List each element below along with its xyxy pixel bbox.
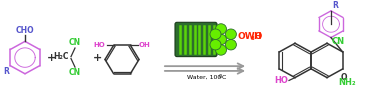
Circle shape: [216, 45, 227, 55]
Text: +: +: [46, 53, 56, 63]
Text: NH₂: NH₂: [338, 78, 356, 87]
Text: HO: HO: [94, 42, 106, 48]
Text: OH: OH: [138, 42, 150, 48]
Text: 3: 3: [251, 36, 255, 41]
Circle shape: [225, 29, 236, 39]
Text: CHO: CHO: [16, 26, 34, 35]
Text: H: H: [253, 32, 261, 41]
Text: Water, 100: Water, 100: [187, 75, 223, 80]
Text: R: R: [332, 1, 338, 10]
Text: HO: HO: [274, 76, 288, 85]
Text: OWO: OWO: [238, 32, 263, 41]
Text: 0: 0: [219, 74, 222, 79]
Text: C: C: [222, 75, 226, 80]
Text: CN: CN: [69, 68, 81, 77]
Text: H₂C: H₂C: [54, 52, 69, 61]
Circle shape: [216, 34, 227, 45]
Text: CN: CN: [69, 38, 81, 47]
Text: R: R: [3, 67, 9, 76]
Circle shape: [225, 39, 236, 50]
Text: +: +: [92, 53, 102, 63]
Text: O: O: [340, 73, 347, 82]
Text: CN: CN: [332, 37, 345, 46]
Circle shape: [210, 29, 221, 39]
Circle shape: [210, 39, 221, 50]
FancyBboxPatch shape: [175, 22, 217, 57]
Circle shape: [216, 24, 227, 34]
